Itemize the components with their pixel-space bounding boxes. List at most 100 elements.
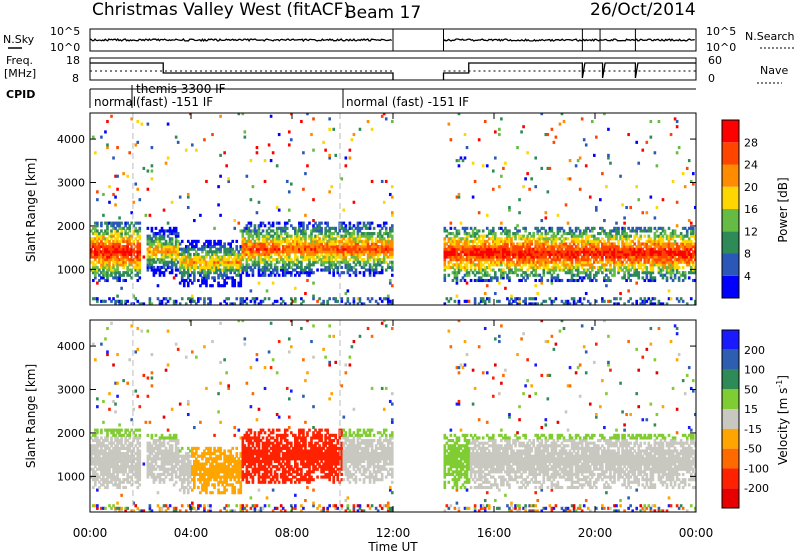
velocity-cell [92,446,95,450]
power-cell [679,273,683,277]
power-cell [239,284,243,288]
power-cell [332,232,336,236]
power-cell [269,239,273,243]
power-cell [629,278,632,283]
power-cell [334,239,338,243]
power-cell [498,242,501,246]
power-cell [659,258,663,262]
power-cell [134,143,138,147]
power-cell [263,265,267,270]
power-cell [617,245,620,249]
power-cell [540,278,544,283]
power-cell [213,276,216,280]
power-cell [261,252,265,256]
power-cell [106,268,109,272]
power-cell [516,255,519,259]
power-cell [613,229,616,233]
power-cell [647,247,651,251]
power-cell [271,281,275,285]
power-cell [463,273,467,277]
power-cell [106,273,109,277]
power-cell [667,239,671,243]
power-cell [94,255,97,259]
power-cell [156,232,160,236]
power-cell [542,258,546,262]
power-cell [386,294,390,298]
power-cell [645,250,649,254]
power-cell [580,255,584,259]
power-cell [203,273,206,277]
power-cell [384,245,388,249]
power-cell [502,245,505,249]
power-cell [287,239,291,243]
power-cell [287,247,291,251]
power-cell [245,268,249,272]
power-cell [120,263,123,267]
power-cell [471,161,475,165]
power-cell [556,250,560,254]
power-cell [679,258,683,262]
power-cell [176,268,180,272]
power-cell [211,284,214,288]
power-cell [247,226,251,230]
power-cell [146,187,150,191]
power-cell [306,271,309,275]
power-cell [461,255,465,259]
power-cell [271,229,275,233]
power-cell [362,224,366,228]
power-cell [219,247,222,251]
power-cell [102,237,105,241]
velocity-cell [124,485,127,490]
power-cell [619,297,622,301]
power-cell [122,255,125,259]
power-cell [191,247,194,251]
power-cell [528,255,531,259]
power-cell [150,177,154,181]
power-cell [306,252,309,256]
power-cell [532,260,535,264]
power-cell [249,221,253,225]
power-cell [540,245,544,249]
power-cell [219,174,222,178]
power-cell [500,232,503,236]
power-cell [364,239,368,243]
power-cell [146,226,150,230]
power-cell [106,263,109,267]
power-cell [150,237,154,241]
power-cell [552,237,556,241]
power-cell [447,232,451,236]
power-cell [241,258,245,262]
velocity-cell [126,480,129,484]
power-cell [645,245,649,249]
power-cell [320,258,323,262]
power-cell [352,302,356,305]
power-cell [114,255,117,259]
power-cell [285,271,289,275]
power-cell [485,284,489,288]
power-cell [473,278,477,283]
power-cell [180,273,184,277]
power-cell [104,247,107,251]
power-cell [104,299,107,303]
power-cell [370,234,374,238]
power-cell [195,265,198,270]
power-cell [639,242,643,246]
power-cell [667,242,671,246]
power-cell [574,234,578,238]
power-cell [504,239,507,243]
power-cell [390,213,394,217]
power-cell [681,250,685,254]
power-cell [346,297,350,301]
power-cell [261,245,265,249]
power-cell [261,229,265,233]
velocity-cell [106,459,109,463]
power-cell [599,250,602,254]
power-cell [100,260,103,264]
power-cell [489,245,493,249]
power-cell [154,234,158,238]
power-cell [669,252,673,256]
power-cell [350,138,354,142]
power-cell [625,205,628,210]
velocity-cell [104,470,107,474]
power-cell [542,250,546,254]
